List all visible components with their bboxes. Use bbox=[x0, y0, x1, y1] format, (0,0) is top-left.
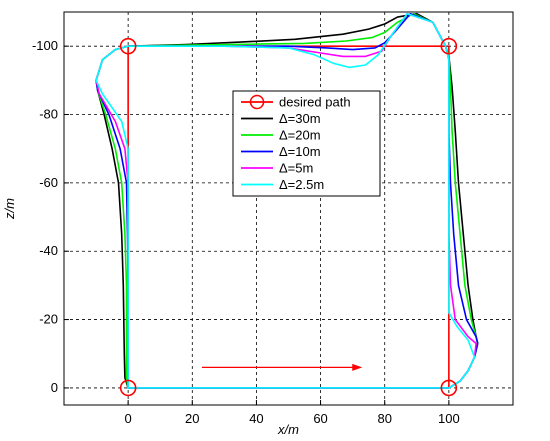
x-tick-label: 100 bbox=[438, 411, 460, 426]
desired-path-marker bbox=[440, 37, 458, 55]
desired-path-marker bbox=[119, 37, 137, 55]
y-tick-label: -80 bbox=[39, 107, 58, 122]
y-tick-label: 0 bbox=[51, 380, 58, 395]
y-tick-label: -60 bbox=[39, 175, 58, 190]
plot-series bbox=[95, 12, 479, 397]
y-tick-label: -20 bbox=[39, 312, 58, 327]
direction-arrow-head bbox=[352, 363, 363, 371]
desired-path-marker bbox=[440, 379, 458, 397]
x-tick-label: 0 bbox=[125, 411, 132, 426]
desired-path-marker bbox=[119, 379, 137, 397]
x-tick-label: 40 bbox=[249, 411, 263, 426]
x-tick-label: 60 bbox=[313, 411, 327, 426]
plot-frame bbox=[63, 11, 514, 406]
x-axis-label: x/m bbox=[277, 422, 299, 437]
series-line bbox=[95, 12, 479, 389]
legend-label: Δ=30m bbox=[279, 111, 321, 126]
legend-label: Δ=20m bbox=[279, 128, 321, 143]
y-tick-labels: 0 -20 -40 -60 -80 -100 bbox=[32, 38, 58, 395]
x-tick-label: 80 bbox=[377, 411, 391, 426]
y-axis-label: z/m bbox=[2, 198, 17, 220]
legend-label: desired path bbox=[279, 95, 351, 110]
legend-label: Δ=2.5m bbox=[279, 177, 324, 192]
y-tick-label: -100 bbox=[32, 38, 58, 53]
x-tick-labels: 0 20 40 60 80 100 bbox=[125, 411, 460, 426]
y-tick-label: -40 bbox=[39, 243, 58, 258]
legend-label: Δ=5m bbox=[279, 161, 313, 176]
x-tick-label: 20 bbox=[185, 411, 199, 426]
series-line bbox=[95, 12, 476, 389]
legend-marker bbox=[249, 94, 265, 110]
legend-label: Δ=10m bbox=[279, 144, 321, 159]
